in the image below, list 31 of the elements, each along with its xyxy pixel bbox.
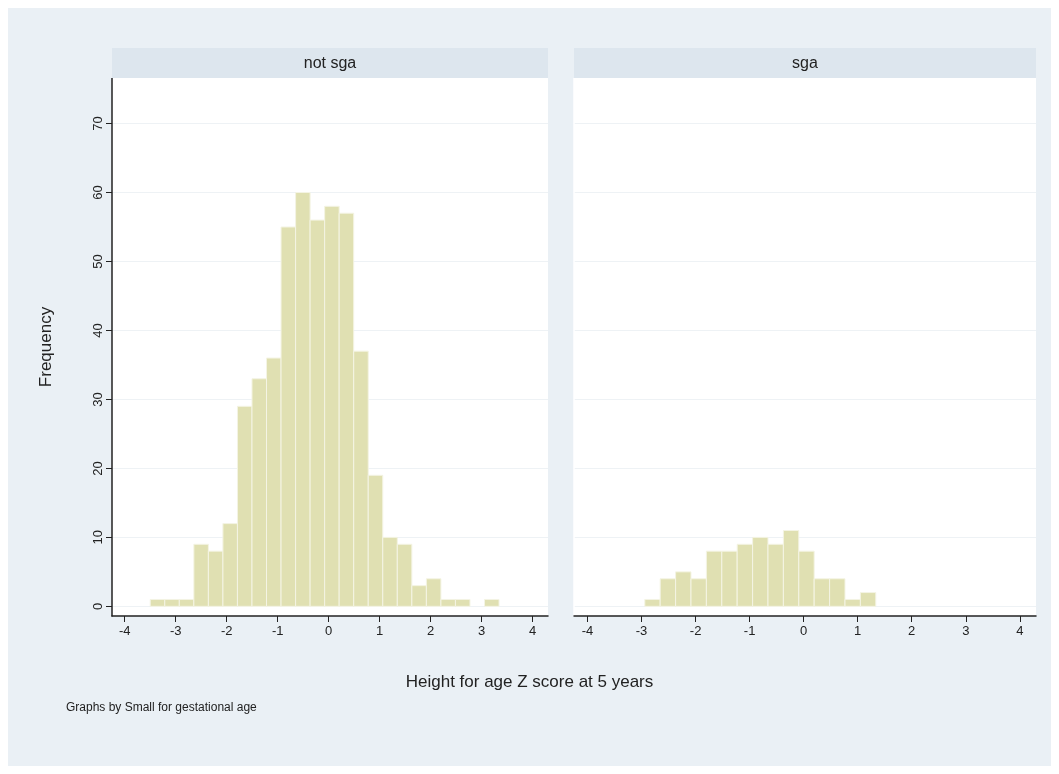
y-tick-label: 60 xyxy=(90,185,105,200)
y-tick-label: 20 xyxy=(90,461,105,476)
text: Graphs by Small for gestational age xyxy=(66,700,257,714)
x-tick-label: 0 xyxy=(325,623,333,638)
x-tick-label: 1 xyxy=(854,623,862,638)
x-tick-label: 4 xyxy=(529,623,537,638)
y-tick-label: 50 xyxy=(90,254,105,269)
x-tick-label: 0 xyxy=(800,623,808,638)
x-tick-label: 4 xyxy=(1016,623,1024,638)
x-tick-label: -3 xyxy=(635,623,648,638)
x-tick-label: 3 xyxy=(962,623,970,638)
y-tick-label: 10 xyxy=(90,530,105,545)
y-tick-label: 70 xyxy=(90,116,105,131)
x-tick-label: -4 xyxy=(581,623,594,638)
x-tick-label: 1 xyxy=(376,623,384,638)
y-tick-label: 0 xyxy=(90,602,105,610)
y-axis-title: Frequency xyxy=(36,306,55,388)
chart-title: sga xyxy=(574,48,1036,78)
x-tick-label: 3 xyxy=(478,623,486,638)
x-axis-title: Height for age Z score at 5 years xyxy=(404,672,655,692)
x-tick-label: -1 xyxy=(743,623,756,638)
x-tick-label: -1 xyxy=(271,623,284,638)
x-tick-label: -3 xyxy=(169,623,182,638)
x-tick-label: 2 xyxy=(908,623,916,638)
y-tick-label: 40 xyxy=(90,323,105,338)
y-tick-label: 30 xyxy=(90,392,105,407)
x-tick-label: -2 xyxy=(220,623,233,638)
x-tick-label: -4 xyxy=(118,623,131,638)
chart-title: not sga xyxy=(112,48,548,78)
x-tick-label: 2 xyxy=(427,623,435,638)
x-tick-label: -2 xyxy=(689,623,702,638)
